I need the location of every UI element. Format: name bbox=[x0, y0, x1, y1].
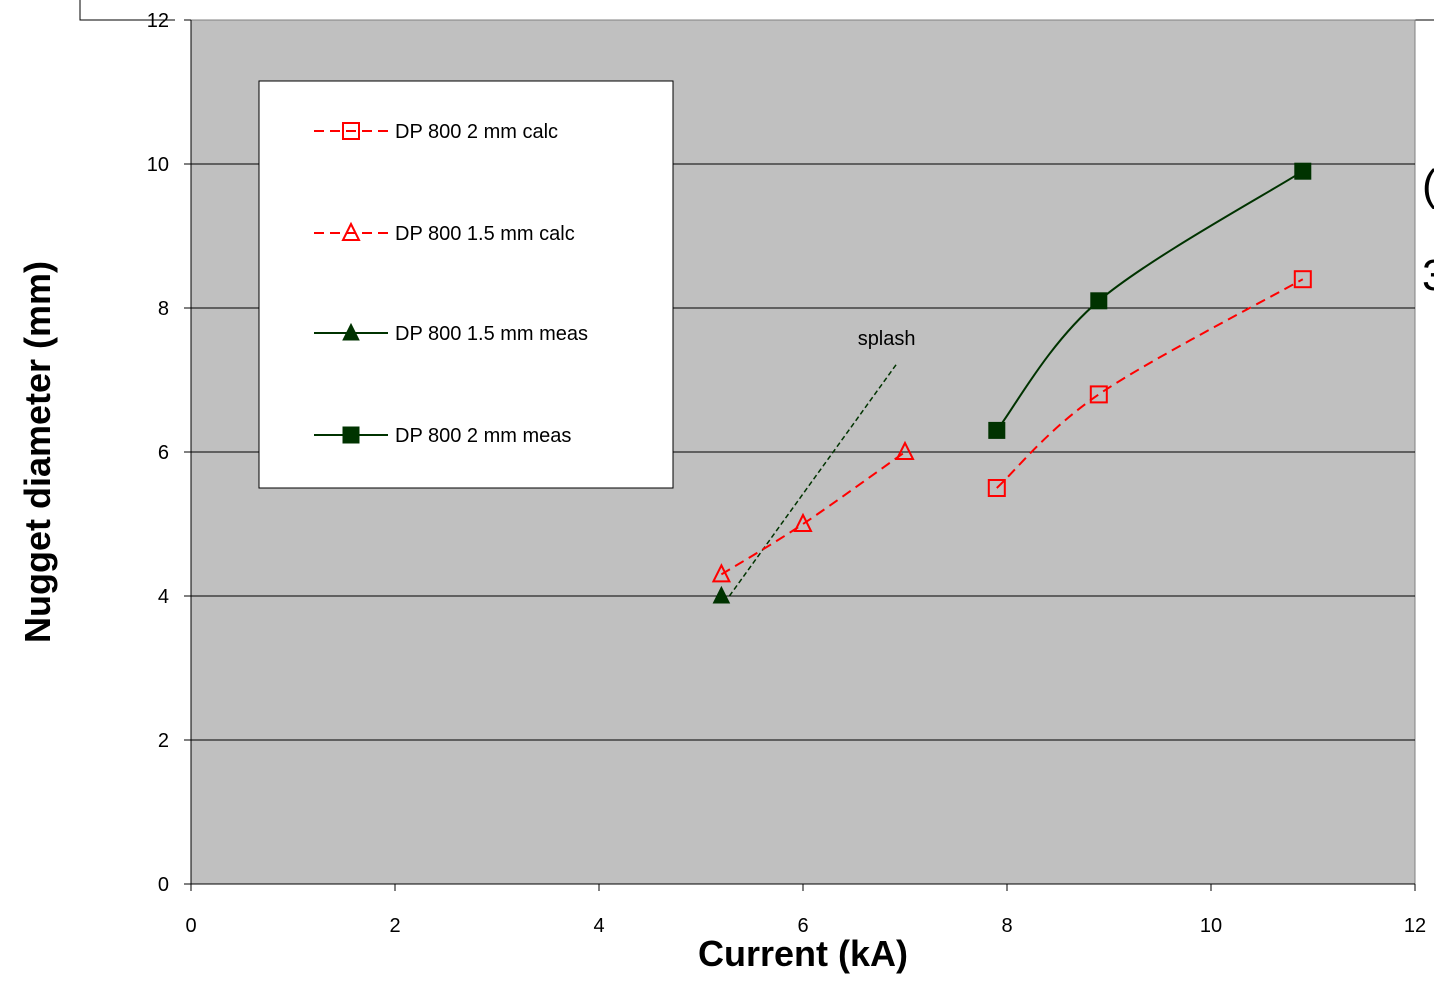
series-3 bbox=[988, 162, 1312, 439]
data-point bbox=[1293, 270, 1312, 289]
series-1 bbox=[711, 440, 915, 583]
legend-swatch-marker bbox=[342, 122, 360, 140]
legend-item-2: DP 800 1.5 mm meas bbox=[314, 322, 588, 345]
series-2 bbox=[712, 585, 731, 604]
x-tick-label: 8 bbox=[1001, 915, 1012, 937]
y-tick-label: 8 bbox=[158, 298, 169, 320]
clipped-text-1: ( bbox=[1422, 161, 1434, 210]
legend-box bbox=[258, 80, 674, 489]
legend-label: DP 800 2 mm meas bbox=[395, 425, 571, 447]
legend-item-0: DP 800 2 mm calc bbox=[314, 121, 558, 143]
legend-swatch-marker bbox=[342, 426, 360, 444]
legend-item-1: DP 800 1.5 mm calc bbox=[314, 221, 575, 245]
x-tick-label: 12 bbox=[1404, 915, 1426, 937]
data-point bbox=[712, 585, 731, 604]
data-point bbox=[1089, 385, 1108, 404]
legend-swatch-marker bbox=[342, 322, 360, 341]
splash-label: splash bbox=[858, 328, 916, 350]
y-tick-label: 6 bbox=[158, 442, 169, 464]
y-tick-label: 10 bbox=[147, 154, 169, 176]
legend: DP 800 2 mm calc DP 800 1.5 mm calc DP 800… bbox=[258, 80, 674, 489]
y-axis-title: Nugget diameter (mm) bbox=[17, 261, 58, 643]
x-tick-label: 6 bbox=[797, 915, 808, 937]
splash-annotation: splash bbox=[728, 328, 916, 597]
x-tick-label: 4 bbox=[593, 915, 604, 937]
data-point bbox=[895, 440, 915, 460]
data-point bbox=[793, 512, 813, 532]
x-tick-labels: 0 2 4 6 8 10 12 bbox=[185, 915, 1426, 937]
x-tick-label: 2 bbox=[389, 915, 400, 937]
data-point bbox=[711, 563, 732, 583]
axes bbox=[190, 20, 1416, 891]
legend-item-3: DP 800 2 mm meas bbox=[314, 425, 571, 447]
y-tick-label: 0 bbox=[158, 874, 169, 896]
legend-label: DP 800 1.5 mm calc bbox=[395, 223, 575, 245]
clipped-text-2: 3 bbox=[1422, 251, 1434, 300]
series-layer bbox=[711, 162, 1312, 604]
y-tick-label: 2 bbox=[158, 730, 169, 752]
series-line-0 bbox=[996, 278, 1304, 489]
legend-label: DP 800 2 mm calc bbox=[395, 121, 558, 143]
y-tick-label: 12 bbox=[147, 10, 169, 32]
legend-swatch-marker bbox=[341, 221, 361, 241]
data-point bbox=[1090, 292, 1108, 310]
y-tick-label: 4 bbox=[158, 586, 169, 608]
data-point bbox=[988, 421, 1006, 439]
x-tick-label: 10 bbox=[1200, 915, 1222, 937]
series-line-1 bbox=[720, 451, 906, 576]
frame-fragment bbox=[79, 0, 175, 21]
legend-label: DP 800 1.5 mm meas bbox=[395, 323, 588, 345]
x-tick-label: 0 bbox=[185, 915, 196, 937]
data-point bbox=[1294, 162, 1312, 180]
y-tick-labels: 0 2 4 6 8 10 12 bbox=[147, 10, 169, 896]
x-axis-title: Current (kA) bbox=[698, 933, 908, 974]
data-point bbox=[987, 479, 1006, 497]
series-0 bbox=[987, 270, 1312, 497]
